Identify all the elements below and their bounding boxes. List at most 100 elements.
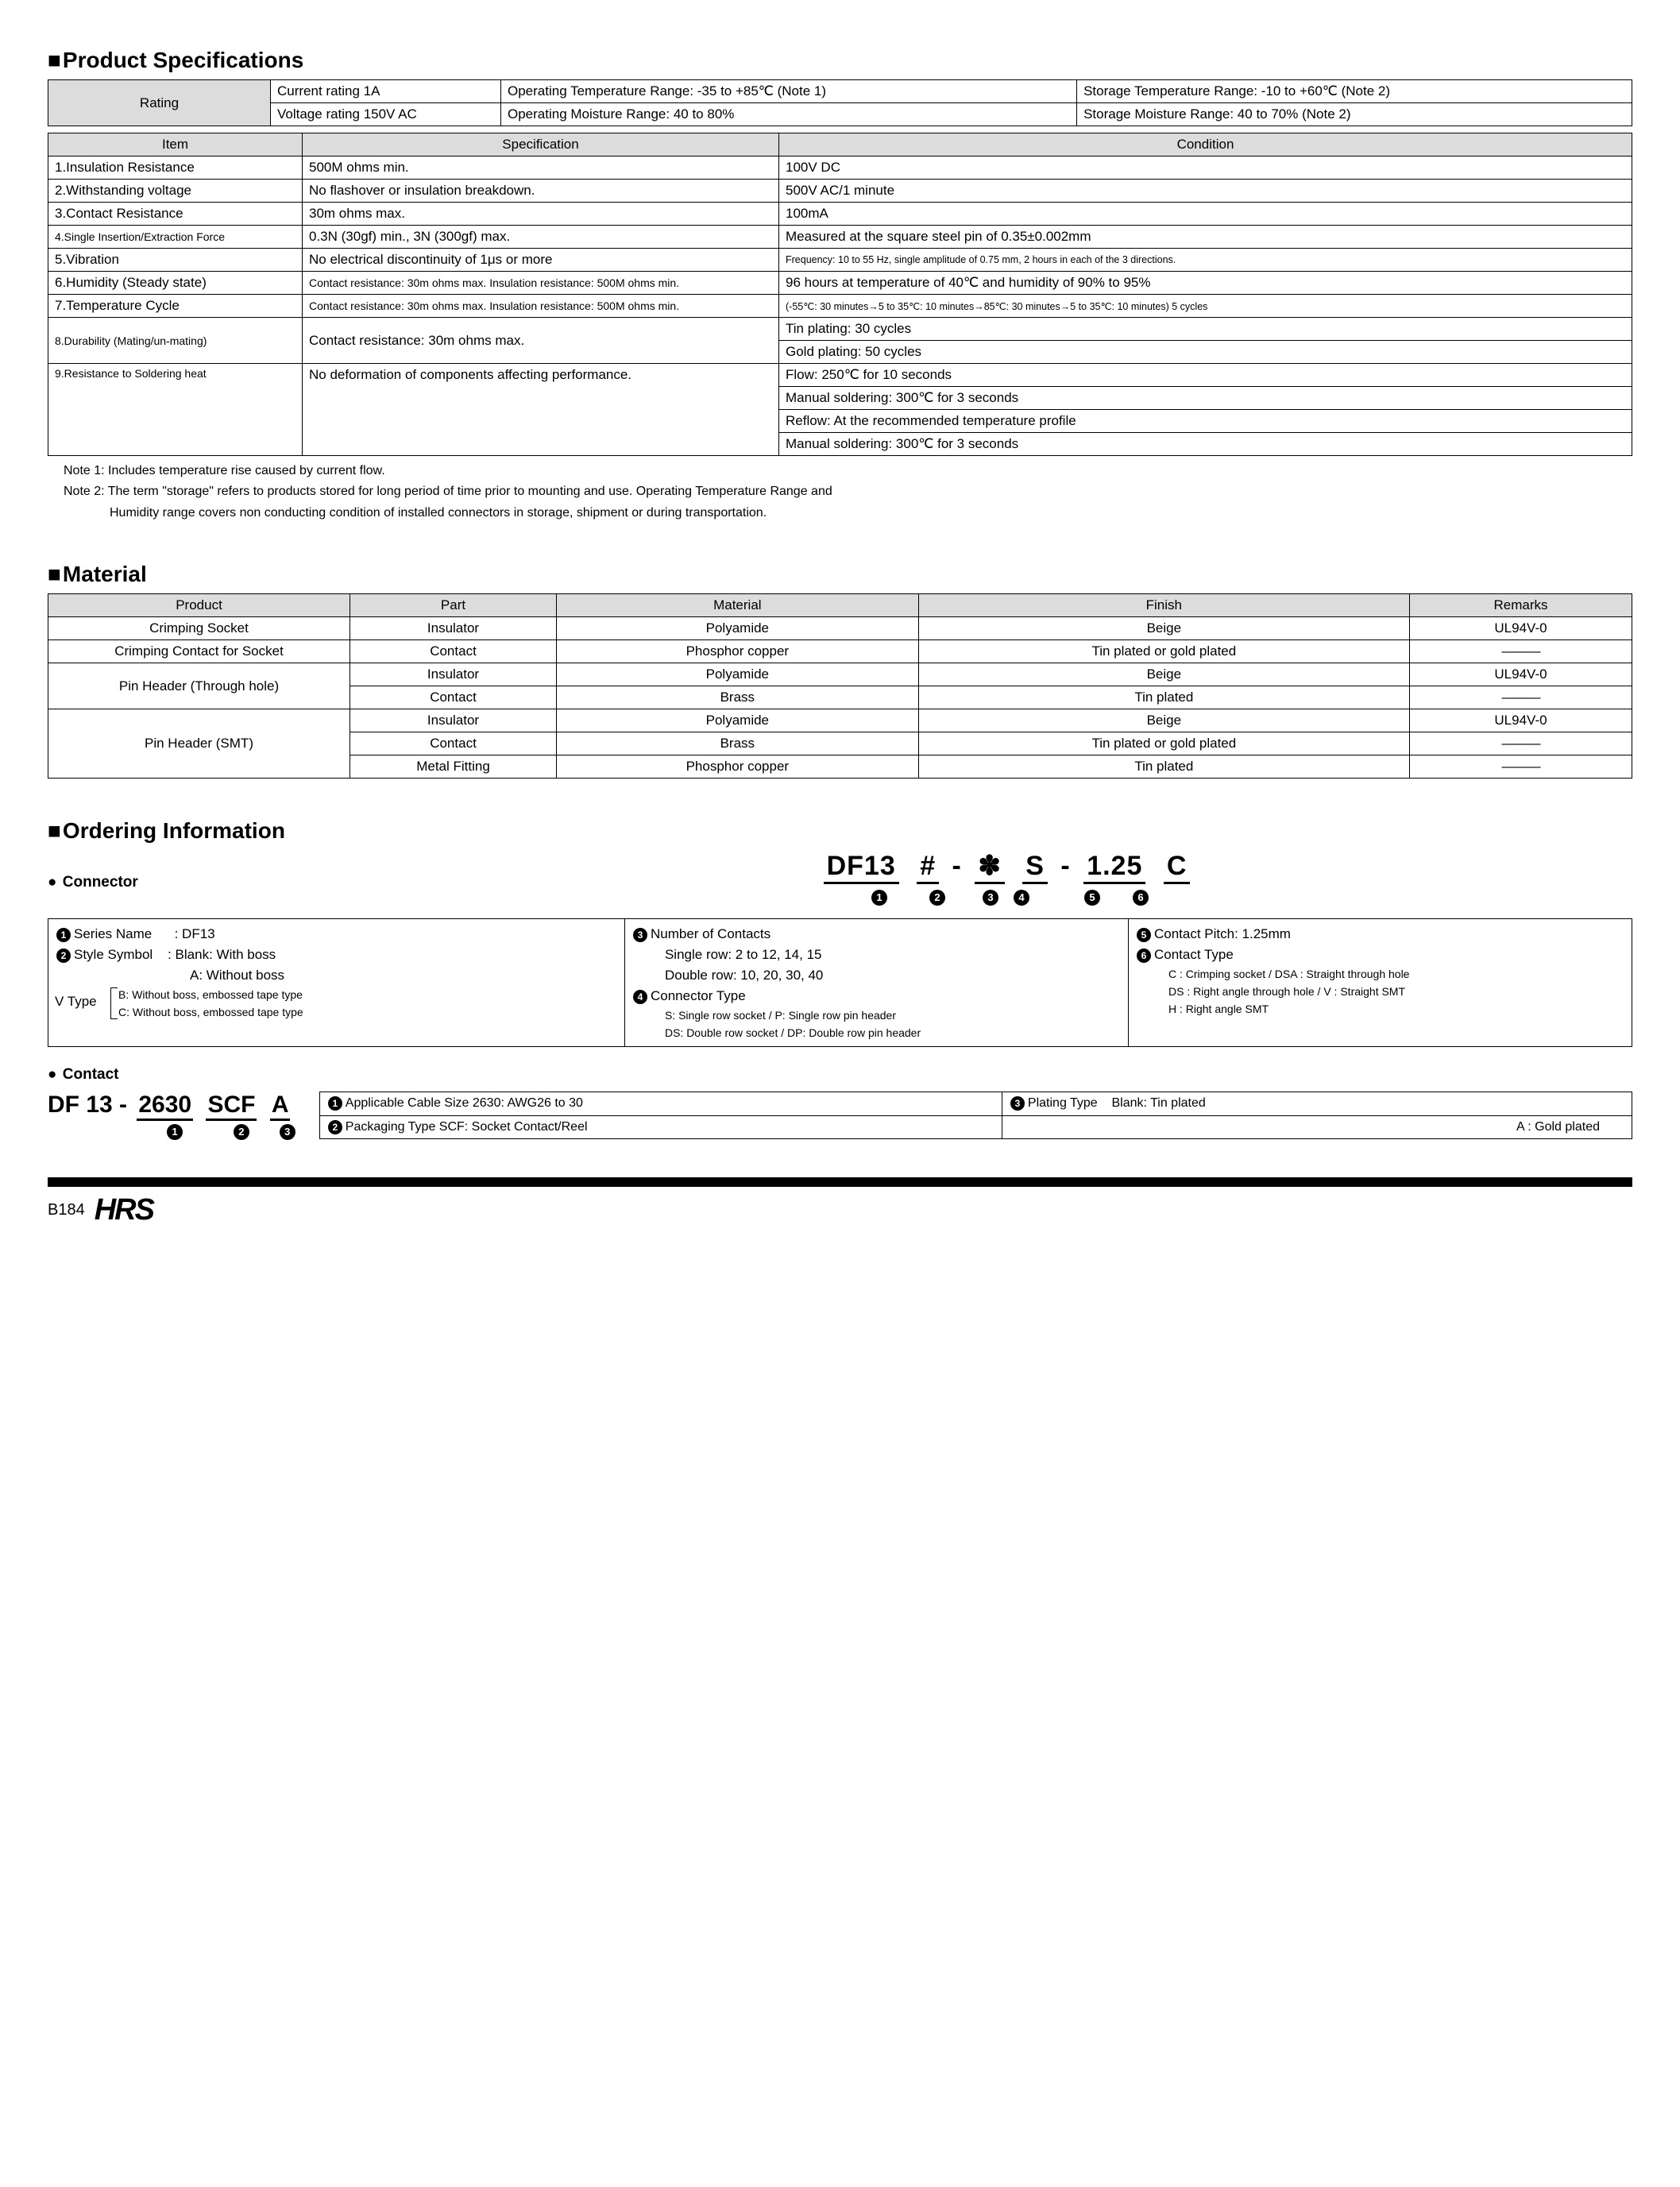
- ordering-col-3: 5Contact Pitch: 1.25mm 6Contact Type C :…: [1129, 919, 1632, 1046]
- pn-seg-6: C: [1164, 851, 1191, 884]
- mat-r4-fin: Tin plated: [918, 686, 1409, 709]
- spec-sol-spec: No deformation of components affecting p…: [303, 364, 779, 456]
- mat-r1-rem: UL94V-0: [1410, 617, 1632, 640]
- oc1-l3: A: Without boss: [190, 968, 284, 983]
- rating-table: Rating Current rating 1A Operating Tempe…: [48, 79, 1632, 126]
- mat-r1-part: Insulator: [350, 617, 557, 640]
- connector-heading-text: Connector: [63, 874, 138, 891]
- connector-markers: 1 2 3 4 5 6: [381, 889, 1632, 906]
- connector-heading: Connector: [48, 874, 381, 891]
- section-title-material: Material: [48, 562, 1632, 587]
- oc1-l2b: : Blank: With boss: [168, 947, 276, 962]
- contact-table: 1Applicable Cable Size 2630: AWG26 to 30…: [319, 1092, 1632, 1138]
- mat-r3-mat: Polyamide: [557, 663, 919, 686]
- spec-cond: (-55℃: 30 minutes→5 to 35℃: 10 minutes→8…: [779, 295, 1632, 318]
- spec-spec: 0.3N (30gf) min., 3N (300gf) max.: [303, 226, 779, 249]
- spec-h-item: Item: [48, 133, 303, 156]
- rating-r1c2: Operating Temperature Range: -35 to +85℃…: [501, 80, 1077, 103]
- mat-r6-fin: Tin plated or gold plated: [918, 732, 1409, 755]
- mat-r5-mat: Polyamide: [557, 709, 919, 732]
- oc1-l4: B: Without boss, embossed tape type: [118, 986, 616, 1003]
- mat-r2-rem: ―――: [1410, 640, 1632, 663]
- section-title-spec: Product Specifications: [48, 48, 1632, 73]
- spec-h-spec: Specification: [303, 133, 779, 156]
- rating-r2c1: Voltage rating 150V AC: [271, 103, 501, 126]
- mat-r1-fin: Beige: [918, 617, 1409, 640]
- rating-label: Rating: [48, 80, 271, 126]
- mat-r5-part: Insulator: [350, 709, 557, 732]
- mat-r6-mat: Brass: [557, 732, 919, 755]
- ct-1: Applicable Cable Size 2630: AWG26 to 30: [346, 1097, 583, 1111]
- oc2-l1: Number of Contacts: [651, 926, 770, 941]
- cpn-4: A: [270, 1092, 291, 1121]
- spec-cond: 96 hours at temperature of 40℃ and humid…: [779, 272, 1632, 295]
- contact-heading: Contact: [48, 1066, 1632, 1084]
- mat-h-finish: Finish: [918, 594, 1409, 617]
- oc3-l2: Contact Type: [1154, 947, 1234, 962]
- section-title-material-text: Material: [63, 562, 147, 587]
- spec-spec: No electrical discontinuity of 1μs or mo…: [303, 249, 779, 272]
- spec-sol-c3: Reflow: At the recommended temperature p…: [779, 410, 1632, 433]
- spec-h-cond: Condition: [779, 133, 1632, 156]
- oc2-l2: Single row: 2 to 12, 14, 15: [633, 945, 1120, 965]
- spec-spec: 30m ohms max.: [303, 203, 779, 226]
- spec-item: 3.Contact Resistance: [48, 203, 303, 226]
- oc1-l1b: : DF13: [175, 926, 215, 941]
- rating-r1c3: Storage Temperature Range: -10 to +60℃ (…: [1077, 80, 1632, 103]
- spec-sol-c1: Flow: 250℃ for 10 seconds: [779, 364, 1632, 387]
- oc1-vtype: V Type: [55, 994, 97, 1010]
- mat-r7-fin: Tin plated: [918, 755, 1409, 779]
- spec-dur-spec: Contact resistance: 30m ohms max.: [303, 318, 779, 364]
- mat-r7-rem: ―――: [1410, 755, 1632, 779]
- mat-r5-prod: Pin Header (SMT): [48, 709, 350, 779]
- mat-r3-fin: Beige: [918, 663, 1409, 686]
- mat-r7-part: Metal Fitting: [350, 755, 557, 779]
- mat-r1-mat: Polyamide: [557, 617, 919, 640]
- spec-sol-item: 9.Resistance to Soldering heat: [48, 364, 303, 456]
- mat-r4-mat: Brass: [557, 686, 919, 709]
- section-title-ordering: Ordering Information: [48, 818, 1632, 844]
- section-title-spec-text: Product Specifications: [63, 48, 303, 73]
- oc2-l6: DS: Double row socket / DP: Double row p…: [633, 1024, 1120, 1041]
- mat-r1-prod: Crimping Socket: [48, 617, 350, 640]
- footer: B184 HRS: [48, 1177, 1632, 1227]
- oc2-l3: Double row: 10, 20, 30, 40: [633, 965, 1120, 986]
- pn-seg-3: ✽: [975, 850, 1005, 884]
- spec-item: 7.Temperature Cycle: [48, 295, 303, 318]
- oc2-l4: Connector Type: [651, 988, 746, 1003]
- ordering-col-1: 1Series Name : DF13 2Style Symbol : Blan…: [48, 919, 625, 1046]
- spec-spec: No flashover or insulation breakdown.: [303, 180, 779, 203]
- rating-r1c1: Current rating 1A: [271, 80, 501, 103]
- note-1: Note 1: Includes temperature rise caused…: [64, 462, 1632, 480]
- ct-3b: Blank: Tin plated: [1111, 1097, 1205, 1111]
- note-2b: Humidity range covers non conducting con…: [110, 504, 1632, 522]
- cpn-2: 2630: [137, 1092, 193, 1121]
- spec-cond: Measured at the square steel pin of 0.35…: [779, 226, 1632, 249]
- pn-seg-1: DF13: [824, 851, 899, 884]
- spec-table: Item Specification Condition 1.Insulatio…: [48, 133, 1632, 456]
- spec-sol-c2: Manual soldering: 300℃ for 3 seconds: [779, 387, 1632, 410]
- oc1-l5: C: Without boss, embossed tape type: [118, 1003, 616, 1021]
- pn-seg-4: S: [1022, 851, 1048, 884]
- oc3-l3: C : Crimping socket / DSA : Straight thr…: [1137, 965, 1624, 983]
- spec-item: 5.Vibration: [48, 249, 303, 272]
- spec-item: 6.Humidity (Steady state): [48, 272, 303, 295]
- oc2-l5: S: Single row socket / P: Single row pin…: [633, 1007, 1120, 1024]
- page-number: B184: [48, 1201, 85, 1219]
- mat-r5-fin: Beige: [918, 709, 1409, 732]
- mat-r4-rem: ―――: [1410, 686, 1632, 709]
- spec-item: 4.Single Insertion/Extraction Force: [48, 226, 303, 249]
- contact-part-number: DF 13 - 2630 SCF A: [48, 1092, 295, 1121]
- oc3-l4: DS : Right angle through hole / V : Stra…: [1137, 983, 1624, 1000]
- oc3-l5: H : Right angle SMT: [1137, 1000, 1624, 1018]
- cpn-1: DF 13: [48, 1092, 113, 1118]
- material-table: Product Part Material Finish Remarks Cri…: [48, 593, 1632, 779]
- oc3-l1: Contact Pitch: 1.25mm: [1154, 926, 1291, 941]
- spec-spec: Contact resistance: 30m ohms max. Insula…: [303, 295, 779, 318]
- mat-r2-mat: Phosphor copper: [557, 640, 919, 663]
- spec-sol-c4: Manual soldering: 300℃ for 3 seconds: [779, 433, 1632, 456]
- mat-r4-part: Contact: [350, 686, 557, 709]
- rating-r2c3: Storage Moisture Range: 40 to 70% (Note …: [1077, 103, 1632, 126]
- ordering-col-2: 3Number of Contacts Single row: 2 to 12,…: [625, 919, 1129, 1046]
- connector-part-number: DF13 # - ✽ S - 1.25 C: [381, 850, 1632, 884]
